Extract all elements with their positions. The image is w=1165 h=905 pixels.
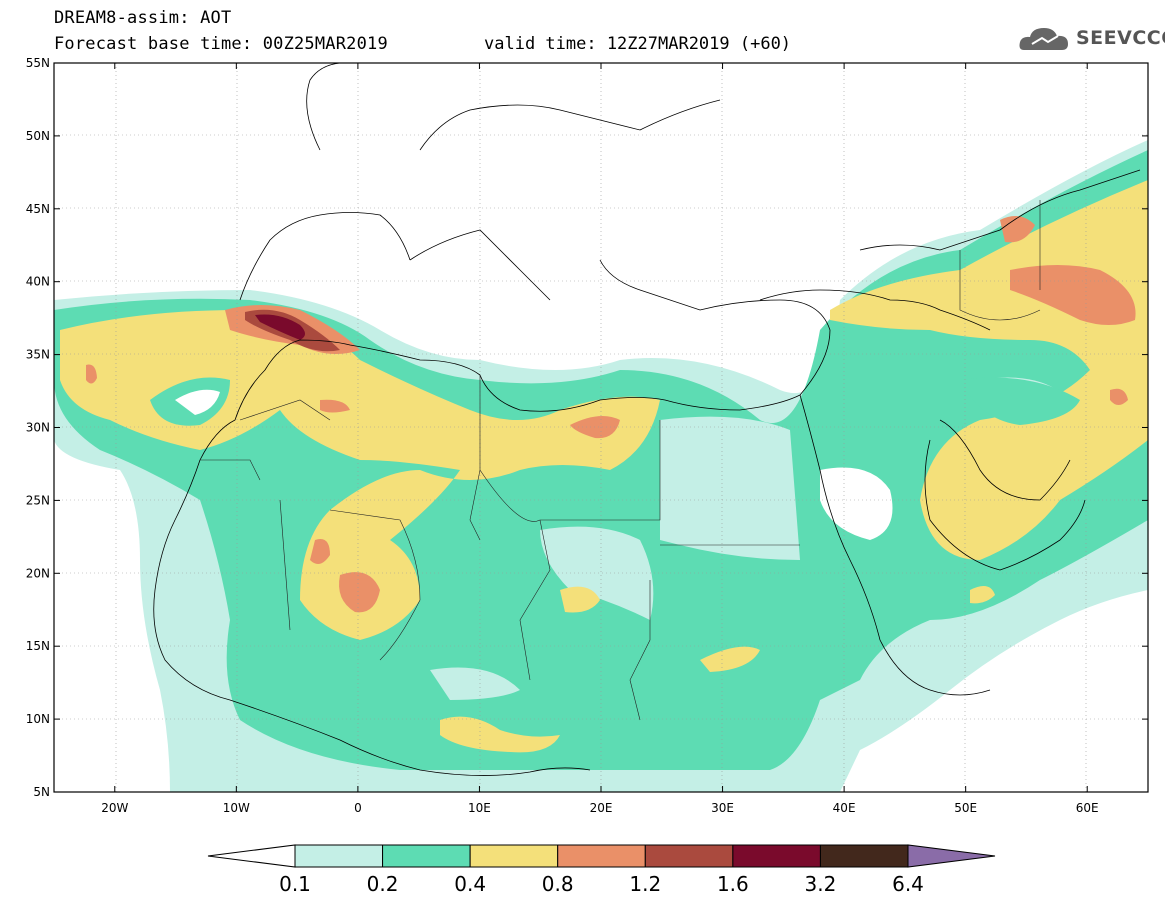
colorbar-under-triangle <box>207 844 296 868</box>
colorbar-label: 0.2 <box>366 872 399 896</box>
lat-tick-label: 55N <box>26 56 50 70</box>
colorbar-label: 6.4 <box>892 872 924 896</box>
aot-band-0.4 <box>700 646 760 672</box>
aot-band-0.8 <box>1110 388 1128 405</box>
aot-band-0.8 <box>1010 265 1136 325</box>
chart-title: DREAM8-assim: AOT <box>54 8 232 28</box>
colorbar-over-triangle <box>907 844 996 868</box>
aot-band-1.6 <box>255 314 305 340</box>
cloud-icon <box>1019 28 1068 50</box>
aot-band-0.8 <box>339 572 380 613</box>
colorbar-label: 1.2 <box>629 872 662 896</box>
lon-tick-label: 10W <box>223 801 250 815</box>
lon-tick-labels: 20W 10W 0 10E 20E 30E 40E 50E 60E <box>101 801 1098 815</box>
lat-tick-label: 50N <box>26 129 50 143</box>
lat-tick-label: 5N <box>33 785 50 799</box>
clean-air-patch <box>430 667 520 700</box>
aot-band-0.8 <box>86 364 97 384</box>
clean-air-patch <box>540 526 654 620</box>
lon-tick-label: 10E <box>468 801 491 815</box>
lat-tick-label: 15N <box>26 639 50 653</box>
aot-band-0.4 <box>440 716 560 753</box>
aot-band-0.8 <box>1000 216 1035 243</box>
forecast-base-time: Forecast base time: 00Z25MAR2019 <box>54 34 388 54</box>
aot-band-0.8 <box>310 539 330 564</box>
colorbar-segment <box>732 844 821 868</box>
coastlines <box>153 63 1141 776</box>
colorbar-label: 0.8 <box>541 872 574 896</box>
clean-air-patch <box>175 389 220 415</box>
colorbar-segment <box>557 844 646 868</box>
valid-time: valid time: 12Z27MAR2019 (+60) <box>484 34 792 54</box>
lat-tick-label: 30N <box>26 421 50 435</box>
colorbar-segment <box>644 844 734 868</box>
aot-band-0.4 <box>970 586 995 604</box>
lat-tick-label: 20N <box>26 566 50 580</box>
clean-air-patch <box>820 467 893 540</box>
colorbar-label: 0.1 <box>279 872 311 896</box>
lat-tick-labels: 5N 10N 15N 20N 25N 30N 35N 40N 45N 50N 55N <box>26 56 50 799</box>
aot-band-0.8 <box>320 399 350 413</box>
lon-tick-label: 20W <box>101 801 128 815</box>
colorbar-segment <box>294 844 384 868</box>
colorbar-label: 1.6 <box>716 872 749 896</box>
lat-tick-label: 45N <box>26 202 50 216</box>
colorbar-label: 0.4 <box>454 872 487 896</box>
aot-band-0.4 <box>560 586 600 613</box>
lon-tick-label: 40E <box>833 801 856 815</box>
lon-tick-label: 20E <box>590 801 613 815</box>
lat-tick-label: 35N <box>26 348 50 362</box>
lon-tick-label: 60E <box>1076 801 1099 815</box>
colorbar-segment <box>819 844 909 868</box>
lon-tick-label: 0 <box>354 801 362 815</box>
lat-tick-label: 40N <box>26 275 50 289</box>
country-borders <box>200 200 1041 721</box>
logo-text: SEEVCCC <box>1076 27 1165 49</box>
axis-ticks <box>54 62 1148 793</box>
colorbar-label: 3.2 <box>804 872 837 896</box>
clean-air-patch <box>960 377 1080 425</box>
colorbar <box>207 844 996 868</box>
lat-tick-label: 25N <box>26 493 50 507</box>
colorbar-segment <box>469 844 559 868</box>
lat-tick-label: 10N <box>26 712 50 726</box>
lon-tick-label: 50E <box>954 801 977 815</box>
lon-tick-label: 30E <box>711 801 734 815</box>
colorbar-segment <box>382 844 471 868</box>
clean-air-patch <box>660 416 800 560</box>
aot-field <box>54 140 1148 792</box>
